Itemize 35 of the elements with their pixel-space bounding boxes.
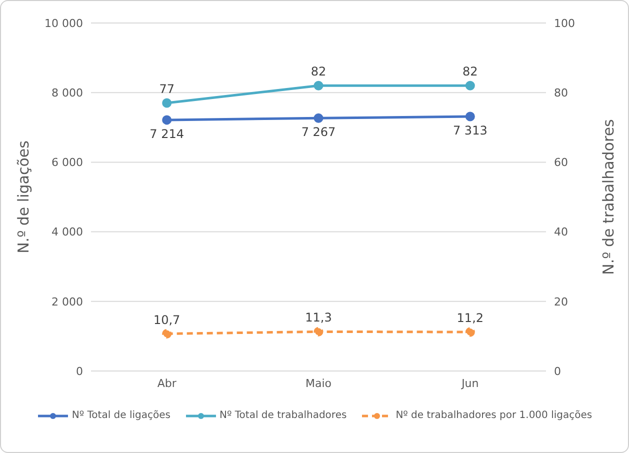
x-tick-label: Maio (305, 376, 332, 390)
data-label: 10,7 (153, 312, 180, 327)
point (465, 327, 475, 337)
data-label: 82 (310, 64, 326, 79)
point (162, 98, 172, 108)
legend-label: Nº Total de trabalhadores (220, 410, 347, 421)
y2-tick-label: 80 (554, 86, 568, 100)
point (314, 80, 324, 90)
y2-tick-label: 20 (554, 295, 568, 308)
data-label: 11,3 (305, 310, 332, 325)
y-axis-title: N.º de ligações (14, 140, 32, 254)
y2-tick-label: 60 (554, 156, 568, 170)
y-tick-label: 0 (76, 364, 83, 378)
y2-tick-label: 0 (554, 364, 561, 378)
data-label: 7 313 (452, 124, 488, 138)
y2-axis-title: N.º de trabalhadores (599, 118, 618, 275)
data-label: 82 (462, 64, 478, 79)
y-tick-label: 8 000 (52, 86, 83, 100)
point (465, 80, 475, 90)
y-tick-label: 4 000 (52, 226, 83, 239)
y-tick-label: 6 000 (52, 156, 83, 170)
x-tick-label: Abr (157, 376, 177, 390)
y2-tick-label: 40 (554, 226, 568, 239)
legend-label: Nº de trabalhadores por 1.000 ligações (396, 410, 592, 421)
legend-label: Nº Total de ligações (72, 410, 170, 421)
data-label: 7 214 (150, 126, 184, 141)
point (162, 329, 172, 339)
x-tick-label: Jun (460, 376, 479, 390)
y-tick-label: 10 000 (44, 16, 83, 30)
point (314, 326, 324, 336)
data-label: 7 267 (301, 125, 336, 140)
data-label: 11,2 (456, 311, 484, 326)
data-label: 77 (159, 82, 174, 96)
y2-tick-label: 100 (554, 16, 575, 30)
y-tick-label: 2 000 (52, 295, 83, 308)
